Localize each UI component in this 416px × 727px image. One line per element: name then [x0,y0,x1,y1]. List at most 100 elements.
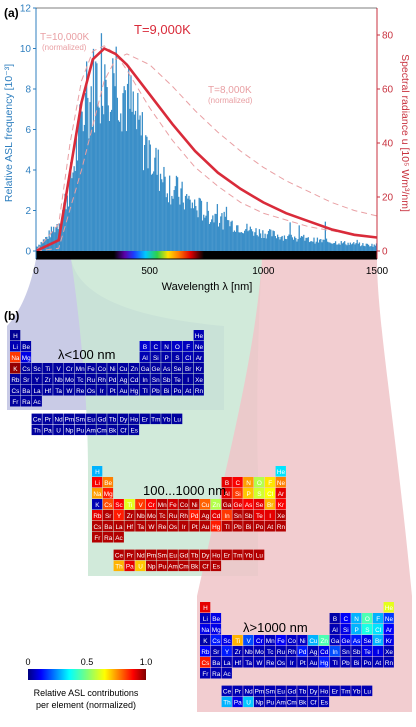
histogram-bar [166,193,169,251]
histogram-bar [155,147,157,251]
element-cell [74,374,86,385]
element-symbol: Gd [98,417,107,424]
histogram-bar [53,226,55,251]
histogram-bar [164,176,166,251]
curve-10000k-dashed [35,45,378,252]
colorbar-tick-label: 1.0 [140,657,153,667]
histogram-bar [105,79,107,251]
histogram-bar [111,109,113,251]
histogram-bar [151,173,154,251]
element-cell [118,363,129,374]
element-cell [221,510,232,521]
element-symbol: Hf [127,524,134,531]
histogram-bar [59,225,62,251]
element-cell [64,385,75,396]
element-cell [102,477,114,488]
element-symbol: Np [255,700,264,707]
element-cell [139,374,150,385]
histogram-bar [70,162,72,251]
element-symbol: Br [185,366,192,373]
element-symbol: Zr [127,513,134,520]
histogram-bar [259,233,262,251]
element-symbol: Mo [147,513,156,520]
element-cell [254,696,265,708]
element-cell [178,560,189,572]
histogram-bar [312,241,314,251]
histogram-bar [193,199,196,251]
histogram-bar [331,243,333,251]
element-symbol: Tb [109,417,117,424]
curve-9000k [35,46,378,253]
element-cell [232,488,243,499]
element-cell [254,499,265,510]
element-symbol: H [95,469,100,476]
element-symbol: H [13,333,18,340]
element-cell [10,352,21,363]
element-symbol: N [246,480,251,487]
histogram-bar [180,188,182,251]
y-ticks-left: 0 2 4 6 8 10 12 [20,4,36,258]
panel-a-label: (a) [4,6,19,20]
element-cell [232,521,243,532]
element-symbol: Cs [11,388,19,395]
y-tick-label-left: 12 [20,4,32,15]
histogram-bar [364,246,366,251]
element-cell [318,696,330,708]
element-symbol: Fr [94,535,101,542]
element-cell [329,613,340,624]
element-symbol: Cd [212,513,221,520]
element-symbol: Ar [386,627,393,634]
x-axis-label: Wavelength λ [nm] [162,281,253,293]
histogram-bar [221,213,223,251]
element-symbol: Ce [223,689,232,696]
element-cell [42,385,53,396]
element-cell [221,668,232,679]
element-cell [210,613,222,624]
element-cell [362,635,373,646]
histogram-bar [148,140,150,251]
element-cell [113,549,124,561]
element-symbol: Bi [164,388,170,395]
element-symbol: Ge [234,502,243,509]
element-symbol: Be [104,480,112,487]
element-symbol: Sr [105,513,112,520]
histogram-bar [163,166,165,251]
histogram-bar [145,135,147,251]
histogram-bar [301,236,304,251]
histogram-bar [108,120,111,251]
histogram-bar [346,245,348,251]
colorbar-tick-label: 0 [25,657,30,667]
element-symbol: Mg [104,491,113,498]
element-symbol: Kr [278,502,285,509]
element-symbol: Na [201,627,210,634]
element-cell [308,646,319,657]
element-symbol: Pa [44,428,52,435]
element-cell [146,499,157,510]
element-cell [362,657,373,668]
element-cell [275,646,286,657]
element-symbol: La [223,660,231,667]
element-symbol: Fr [202,671,209,678]
histogram-bar [314,243,316,251]
element-symbol: Es [212,564,219,571]
element-cell [383,624,394,635]
element-cell [107,424,118,436]
histogram-bar [97,105,99,252]
element-symbol: Rh [180,513,189,520]
histogram-bar [370,246,372,251]
element-symbol: Ag [309,649,317,656]
element-cell [124,510,135,521]
element-symbol: Ta [137,524,144,531]
histogram-bar [359,246,362,251]
element-cell [362,624,373,635]
element-symbol: Fe [277,638,285,645]
element-symbol: At [267,524,273,531]
histogram-bar [239,232,241,251]
element-cell [193,374,204,385]
element-symbol: Eu [87,417,95,424]
element-cell [10,341,21,352]
element-symbol: As [353,638,360,645]
histogram-bar [222,229,224,251]
element-symbol: U [246,700,251,707]
